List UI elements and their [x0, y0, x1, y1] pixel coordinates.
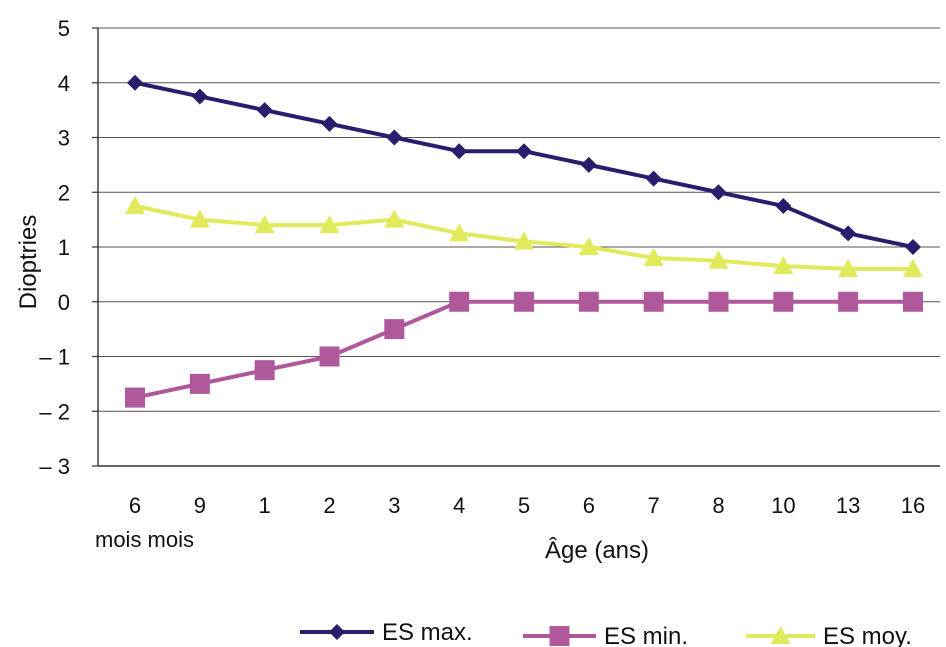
axes — [97, 28, 940, 467]
data-point — [451, 143, 468, 160]
data-point — [838, 258, 859, 277]
x-tick-label: 9 — [194, 493, 206, 518]
data-point — [514, 291, 534, 312]
data-point — [710, 184, 727, 201]
data-point — [386, 129, 403, 146]
data-point — [773, 256, 794, 275]
series-triangle — [125, 195, 923, 277]
legend: ES max. ES min. ES moy. — [300, 619, 912, 647]
data-point — [578, 291, 599, 312]
y-tick-label: – 3 — [39, 454, 70, 479]
x-tick-label: 13 — [836, 493, 860, 518]
data-point — [905, 239, 921, 255]
data-point — [254, 360, 275, 381]
data-point — [838, 291, 859, 312]
data-point — [321, 115, 338, 132]
data-point — [127, 74, 143, 91]
data-point — [256, 102, 273, 119]
data-point — [516, 143, 532, 160]
data-point — [191, 88, 208, 105]
data-point — [643, 291, 664, 312]
data-point — [708, 291, 729, 312]
y-tick-label: – 1 — [39, 345, 70, 370]
data-point — [384, 319, 405, 340]
x-tick-label: 6 — [129, 493, 141, 518]
data-point — [773, 291, 794, 312]
x-tick-label: 1 — [259, 493, 271, 518]
legend-marker — [770, 626, 791, 644]
y-tick-label: 1 — [58, 235, 70, 260]
series-line — [134, 299, 913, 400]
y-tick-labels: 5 4 3 2 1 0 – 1 – 2 – 3 — [39, 16, 70, 479]
x-tick-label: 7 — [648, 493, 660, 518]
x-tick-label: 2 — [323, 493, 335, 518]
legend-label: ES moy. — [823, 623, 912, 647]
x-axis-title: Âge (ans) — [545, 537, 649, 564]
legend-marker — [329, 624, 345, 640]
legend-item: ES min. — [523, 623, 688, 647]
data-point — [840, 225, 857, 242]
legend-item: ES moy. — [746, 623, 912, 647]
legend-marker — [549, 626, 570, 646]
y-tick-label: – 2 — [39, 399, 70, 424]
x-tick-label: 6 — [583, 493, 595, 518]
data-point — [903, 258, 923, 277]
x-tick-label: 3 — [388, 493, 400, 518]
y-tick-label: 0 — [58, 290, 70, 315]
legend-label: ES max. — [382, 619, 473, 646]
data-point — [580, 156, 597, 173]
data-point — [449, 223, 470, 242]
y-axis-title: Dioptries — [15, 215, 42, 310]
data-point — [125, 387, 145, 408]
data-point — [708, 250, 729, 269]
data-point — [903, 291, 923, 312]
data-point — [775, 197, 792, 214]
data-point — [254, 215, 275, 234]
y-tick-label: 4 — [58, 71, 70, 96]
series-square — [125, 291, 923, 408]
data-point — [643, 247, 664, 266]
y-tick-label: 3 — [58, 126, 70, 151]
data-point — [189, 373, 210, 394]
x-tick-labels: 6 9 1 2 3 4 5 6 7 8 10 13 16 — [129, 493, 925, 518]
y-tick-label: 5 — [58, 16, 70, 41]
data-point — [514, 231, 534, 250]
y-tick-label: 2 — [58, 180, 70, 205]
data-point — [578, 237, 599, 255]
x-tick-label: 16 — [901, 493, 925, 518]
data-point — [384, 209, 405, 228]
legend-item: ES max. — [300, 619, 473, 646]
data-point — [125, 195, 145, 214]
series-layer — [125, 74, 923, 408]
x-tick-label: 8 — [712, 493, 724, 518]
x-tick-label: 5 — [518, 493, 530, 518]
data-point — [319, 346, 340, 367]
legend-label: ES min. — [604, 623, 688, 647]
series-diamond — [127, 74, 921, 255]
x-tick-label: 4 — [453, 493, 465, 518]
x-tick-sublabel: mois mois — [95, 527, 194, 552]
x-tick-label: 10 — [771, 493, 795, 518]
data-point — [645, 170, 662, 187]
data-point — [449, 291, 470, 312]
data-point — [319, 215, 340, 234]
data-point — [189, 209, 210, 228]
